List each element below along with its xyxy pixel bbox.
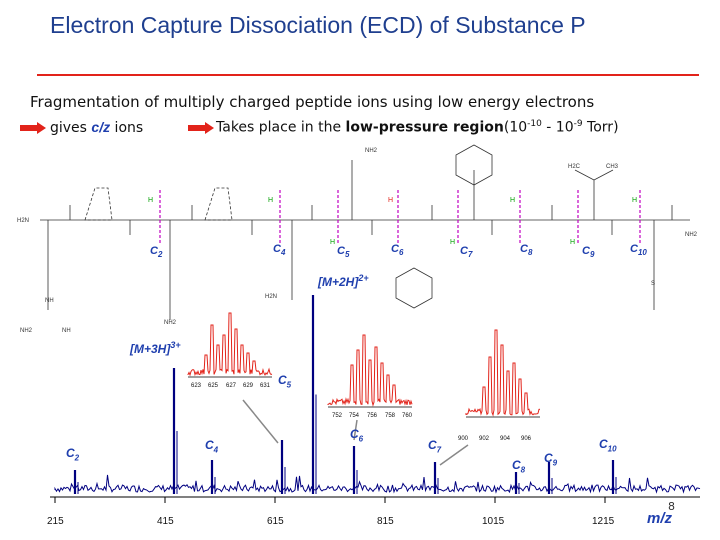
bullet-ions: gives c/z ions <box>50 119 144 136</box>
peak-label: C7 <box>428 438 442 455</box>
bullet-pressure: Takes place in the low-pressure region(1… <box>216 119 619 136</box>
x-tick-label: 615 <box>267 516 284 527</box>
inset-spectrum <box>187 312 273 378</box>
inset-tick: 754 <box>349 413 360 419</box>
inset-trace <box>327 334 413 407</box>
inset-tick: 900 <box>458 436 469 442</box>
x-tick-label: 1215 <box>592 516 615 527</box>
svg-text:H: H <box>388 197 393 204</box>
bullet-arrow-icon <box>20 121 46 137</box>
page-number: 8 <box>668 500 675 513</box>
inset-tick: 623 <box>191 383 202 389</box>
subtitle: Fragmentation of multiply charged peptid… <box>30 93 595 111</box>
fragment-label: C9 <box>582 245 595 260</box>
inset-tick: 752 <box>332 413 343 419</box>
spectrum-baseline <box>54 474 701 494</box>
fragment-label: C5 <box>337 245 350 260</box>
svg-text:NH: NH <box>45 298 54 304</box>
fragment-label: C10 <box>630 243 647 258</box>
svg-text:H: H <box>450 239 455 246</box>
fragment-label: C4 <box>273 243 286 258</box>
svg-text:H2N: H2N <box>265 294 277 300</box>
svg-text:H: H <box>510 197 515 204</box>
slide-title: Electron Capture Dissociation (ECD) of S… <box>50 12 586 38</box>
x-tick-label: 415 <box>157 516 174 527</box>
peak-label: C10 <box>599 437 617 454</box>
inset-trace <box>465 329 541 417</box>
title-underline <box>37 74 699 76</box>
svg-text:H2C: H2C <box>568 164 581 170</box>
spectrum-peaks <box>73 295 617 494</box>
inset-tick: 625 <box>208 383 219 389</box>
inset-trace <box>187 312 273 377</box>
inset-spectrum <box>465 329 541 418</box>
inset-connector <box>439 444 469 466</box>
svg-text:H2N: H2N <box>17 218 29 224</box>
x-tick-label: 215 <box>47 516 64 527</box>
svg-text:NH2: NH2 <box>365 148 378 154</box>
svg-text:NH2: NH2 <box>685 232 698 238</box>
fragment-label: C8 <box>520 243 533 258</box>
svg-text:H: H <box>632 197 637 204</box>
peak-label: C9 <box>544 451 558 468</box>
inset-tick: 627 <box>226 383 237 389</box>
inset-tick: 756 <box>367 413 378 419</box>
peak-label: C2 <box>66 446 80 463</box>
x-axis-label: m/z <box>647 510 673 527</box>
inset-tick: 902 <box>479 436 490 442</box>
x-tick-label: 815 <box>377 516 394 527</box>
svg-text:H: H <box>570 239 575 246</box>
bullet-arrow-icon <box>188 121 214 137</box>
svg-text:H: H <box>148 197 153 204</box>
inset-spectrum <box>327 334 413 408</box>
inset-tick: 760 <box>402 413 413 419</box>
inset-connector <box>242 399 279 444</box>
inset-tick: 904 <box>500 436 511 442</box>
svg-text:NH2: NH2 <box>164 320 177 326</box>
peak-label: C5 <box>278 373 292 390</box>
peak-label: C4 <box>205 438 219 455</box>
svg-text:NH: NH <box>62 328 71 334</box>
svg-text:CH3: CH3 <box>606 164 619 170</box>
peak-label-m2h: [M+2H]2+ <box>318 273 369 289</box>
x-tick-label: 1015 <box>482 516 505 527</box>
peak-label: C8 <box>512 458 526 475</box>
peak-label-m3h: [M+3H]3+ <box>130 340 181 356</box>
fragment-label: C6 <box>391 243 404 258</box>
svg-text:S: S <box>651 281 655 287</box>
ion-type: c/z <box>91 119 111 135</box>
svg-text:NH2: NH2 <box>20 328 33 334</box>
inset-tick: 629 <box>243 383 254 389</box>
inset-tick: 758 <box>385 413 396 419</box>
inset-connector <box>353 419 358 441</box>
inset-tick: 631 <box>260 383 271 389</box>
fragment-label: C7 <box>460 245 473 260</box>
peak-label: C6 <box>350 427 364 444</box>
peptide-structure: H2N NH2 NH NH NH2 H2N NH2 H2C CH3 NH2 S H H… <box>17 144 698 334</box>
spectrum-noise <box>54 474 701 494</box>
svg-text:H: H <box>268 197 273 204</box>
fragment-label: C2 <box>150 245 163 260</box>
x-ticks <box>54 497 606 503</box>
svg-text:H: H <box>330 239 335 246</box>
inset-tick: 906 <box>521 436 532 442</box>
